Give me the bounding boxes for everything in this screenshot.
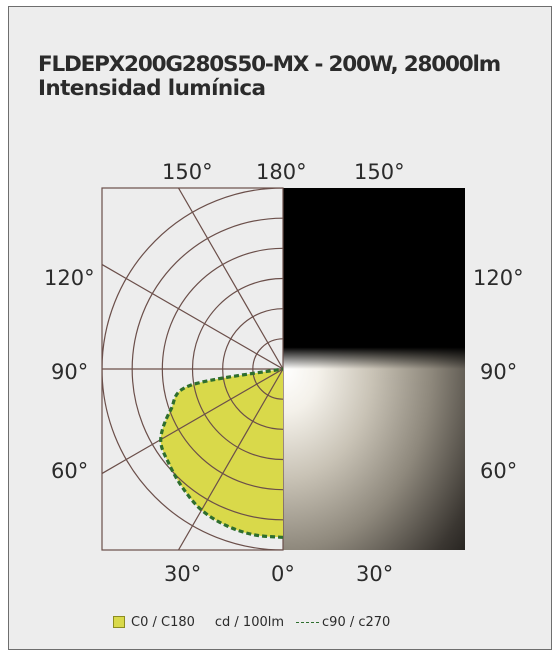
angle-label-top-right: 150° — [354, 160, 405, 184]
series-c0-c180-area — [160, 369, 283, 538]
angle-label-bottom-right: 30° — [356, 562, 394, 586]
beam-panel — [283, 188, 465, 550]
grid-radial-line — [177, 368, 283, 550]
title-line-2: Intensidad lumínica — [38, 75, 266, 101]
angle-label-left-60: 60° — [51, 459, 89, 483]
angle-label-right-90: 90° — [480, 360, 518, 384]
chart-legend: C0 / C180 cd / 100lm c90 / c270 — [113, 614, 390, 630]
angle-label-right-120: 120° — [473, 266, 524, 290]
legend-c0-label: C0 / C180 — [131, 614, 195, 630]
angle-label-top-left: 150° — [162, 160, 213, 184]
grid-radial-line — [102, 263, 283, 370]
chart-title: FLDEPX200G280S50-MX - 200W, 28000lm Inte… — [38, 52, 501, 101]
angle-label-bottom-left: 30° — [164, 562, 202, 586]
legend-c90-dash — [296, 621, 320, 623]
angle-label-left-120: 120° — [44, 266, 95, 290]
angle-label-right-60: 60° — [480, 459, 518, 483]
title-line-1: FLDEPX200G280S50-MX - 200W, 28000lm — [38, 52, 501, 77]
legend-c0-swatch — [113, 616, 125, 628]
grid-radial-line — [177, 188, 283, 370]
angle-label-top-center: 180° — [256, 160, 307, 184]
angle-label-bottom-center: 0° — [271, 562, 295, 586]
beam-shadow — [283, 188, 465, 550]
legend-c90-label: c90 / c270 — [322, 614, 391, 630]
grid-radial-line — [102, 368, 283, 475]
legend-unit-label: cd / 100lm — [214, 614, 285, 630]
angle-label-left-90: 90° — [51, 360, 89, 384]
